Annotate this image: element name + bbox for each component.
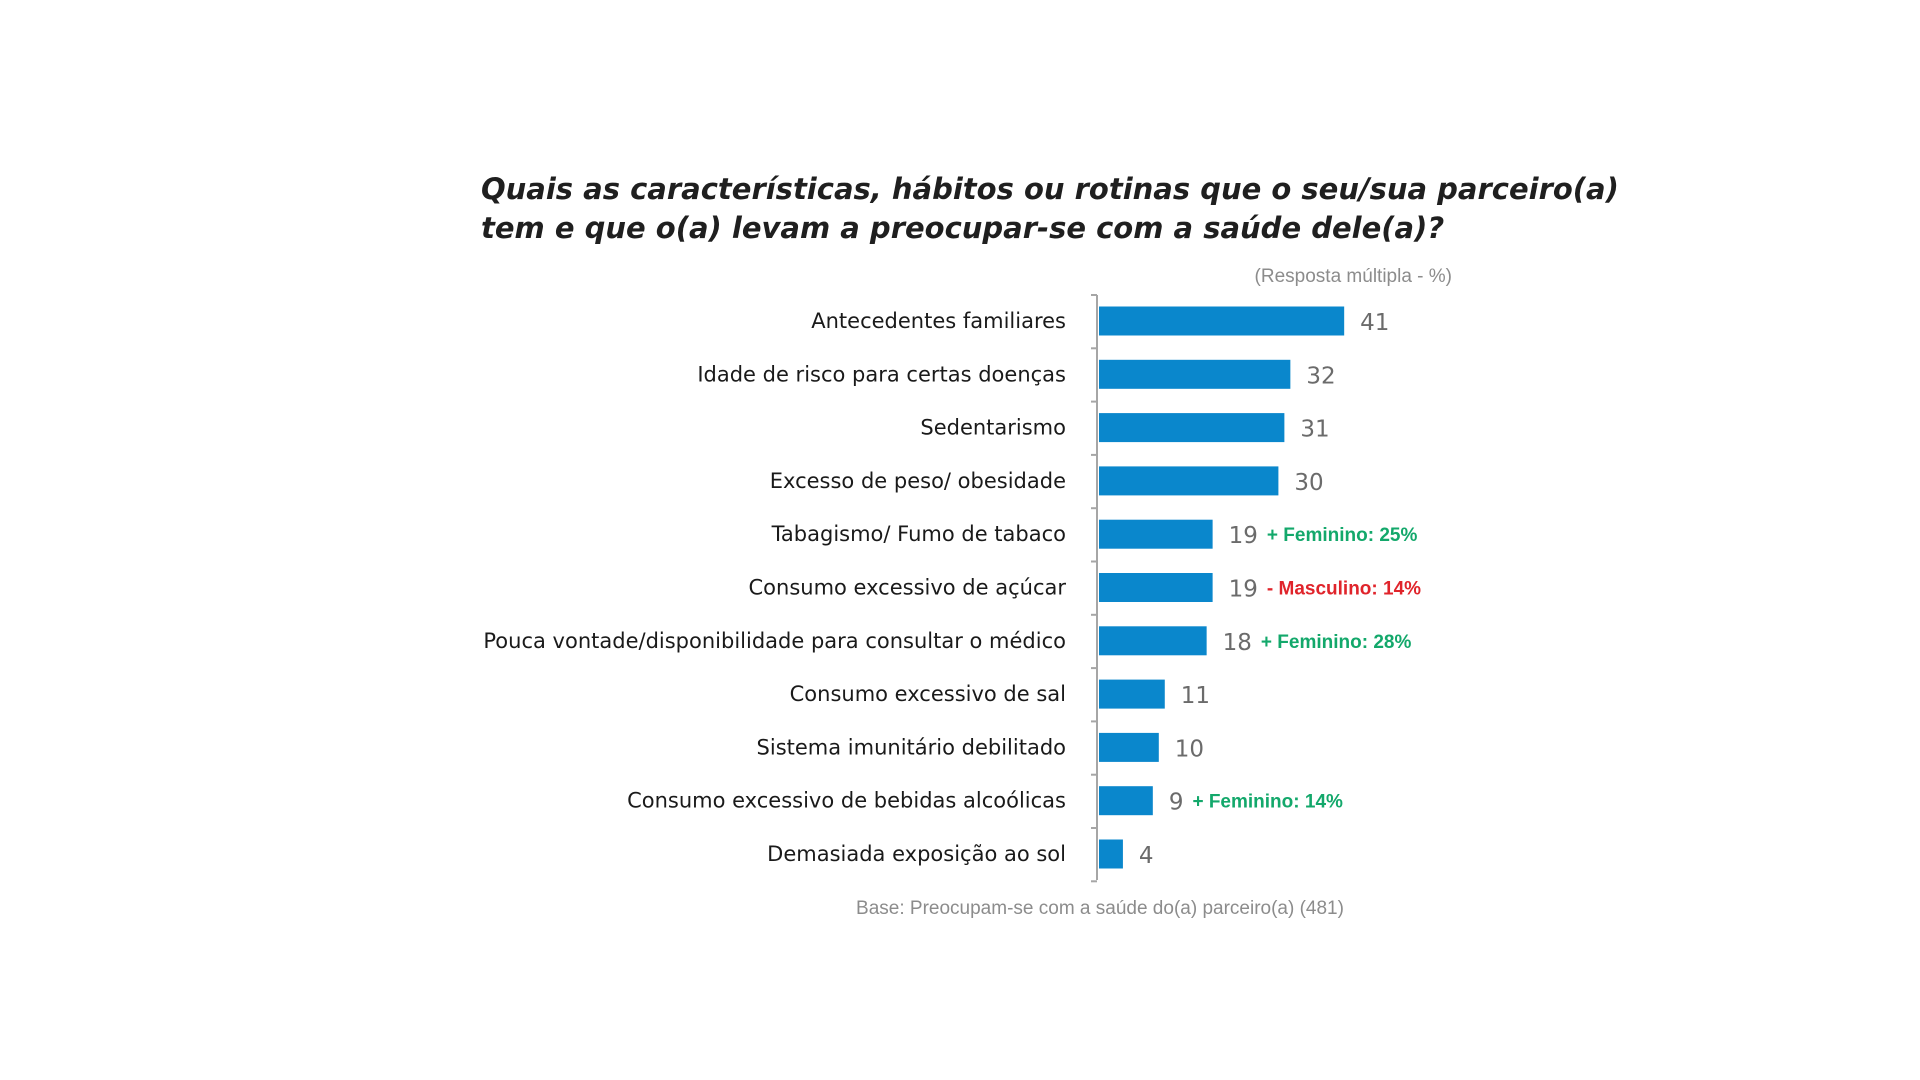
value-label: 10 [1175,736,1204,762]
annotation-label: - Masculino: 14% [1267,579,1421,600]
annotation-label: + Feminino: 14% [1192,792,1343,813]
bar [1099,626,1207,656]
bar [1099,839,1123,869]
value-label: 19 [1229,577,1258,603]
value-label: 41 [1360,310,1389,336]
chart-title: Quais as características, hábitos ou rot… [481,170,1619,248]
value-label: 32 [1306,363,1335,389]
category-label: Excesso de peso/ obesidade [770,469,1066,493]
value-label: 18 [1223,630,1252,656]
chart-footnote: Base: Preocupam-se com a saúde do(a) par… [856,898,1344,919]
value-label: 19 [1229,523,1258,549]
category-label: Consumo excessivo de bebidas alcoólicas [627,789,1066,813]
bar [1099,786,1153,816]
bar [1099,519,1213,549]
value-label: 4 [1139,843,1154,869]
category-label: Tabagismo/ Fumo de tabaco [771,522,1066,546]
category-label: Consumo excessivo de açúcar [749,576,1067,600]
category-label: Sistema imunitário debilitado [757,735,1066,759]
chart-subtitle: (Resposta múltipla - %) [1254,266,1452,287]
category-label: Consumo excessivo de sal [790,682,1066,706]
annotation-label: + Feminino: 25% [1267,525,1418,546]
value-label: 30 [1294,470,1323,496]
category-label: Sedentarismo [920,416,1066,440]
bar [1099,413,1285,443]
bar [1099,306,1345,336]
value-label: 9 [1169,790,1184,816]
bar [1099,732,1159,762]
category-label: Demasiada exposição ao sol [767,842,1066,866]
bar [1099,359,1291,389]
value-label: 31 [1300,417,1329,443]
bar [1099,573,1213,602]
chart-title-line-2: tem e que o(a) levam a preocupar-se com … [481,211,1445,245]
chart-title-line-1: Quais as características, hábitos ou rot… [481,172,1619,206]
category-label: Antecedentes familiares [811,309,1066,333]
bar [1099,466,1279,496]
category-label: Pouca vontade/disponibilidade para consu… [483,629,1066,653]
bar [1099,679,1165,709]
category-label: Idade de risco para certas doenças [697,362,1066,386]
annotation-label: + Feminino: 28% [1261,632,1412,653]
value-label: 11 [1181,683,1210,709]
